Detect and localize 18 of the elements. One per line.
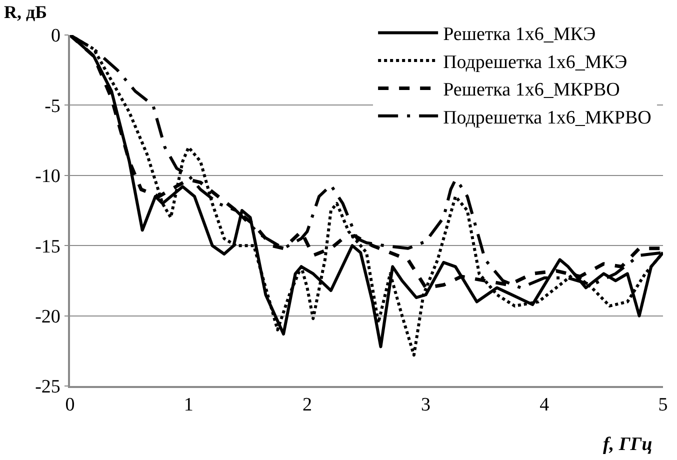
legend-label: Подрешетка 1x6_МКЭ	[443, 52, 628, 73]
x-tick-label: 1	[184, 394, 194, 416]
legend-label: Решетка 1x6_МКРВО	[443, 80, 620, 101]
x-tick-label: 3	[421, 394, 431, 416]
y-tick-label: -20	[35, 306, 60, 328]
x-tick-label: 2	[302, 394, 312, 416]
legend-label: Решетка 1x6_МКЭ	[443, 24, 596, 46]
y-tick-label: -25	[35, 376, 60, 398]
x-axis-title: f, ГГц	[603, 434, 652, 455]
y-tick-label: -15	[35, 236, 60, 258]
y-tick-label: -5	[44, 96, 60, 117]
y-axis-title: R, дБ	[4, 2, 48, 22]
x-tick-label: 0	[65, 394, 75, 416]
x-tick-label: 4	[540, 394, 550, 416]
y-tick-label: -10	[35, 166, 60, 188]
y-tick-label: 0	[50, 26, 60, 47]
legend-label: Подрешетка 1x6_МКРВО	[443, 107, 652, 128]
x-tick-label: 5	[658, 394, 668, 416]
